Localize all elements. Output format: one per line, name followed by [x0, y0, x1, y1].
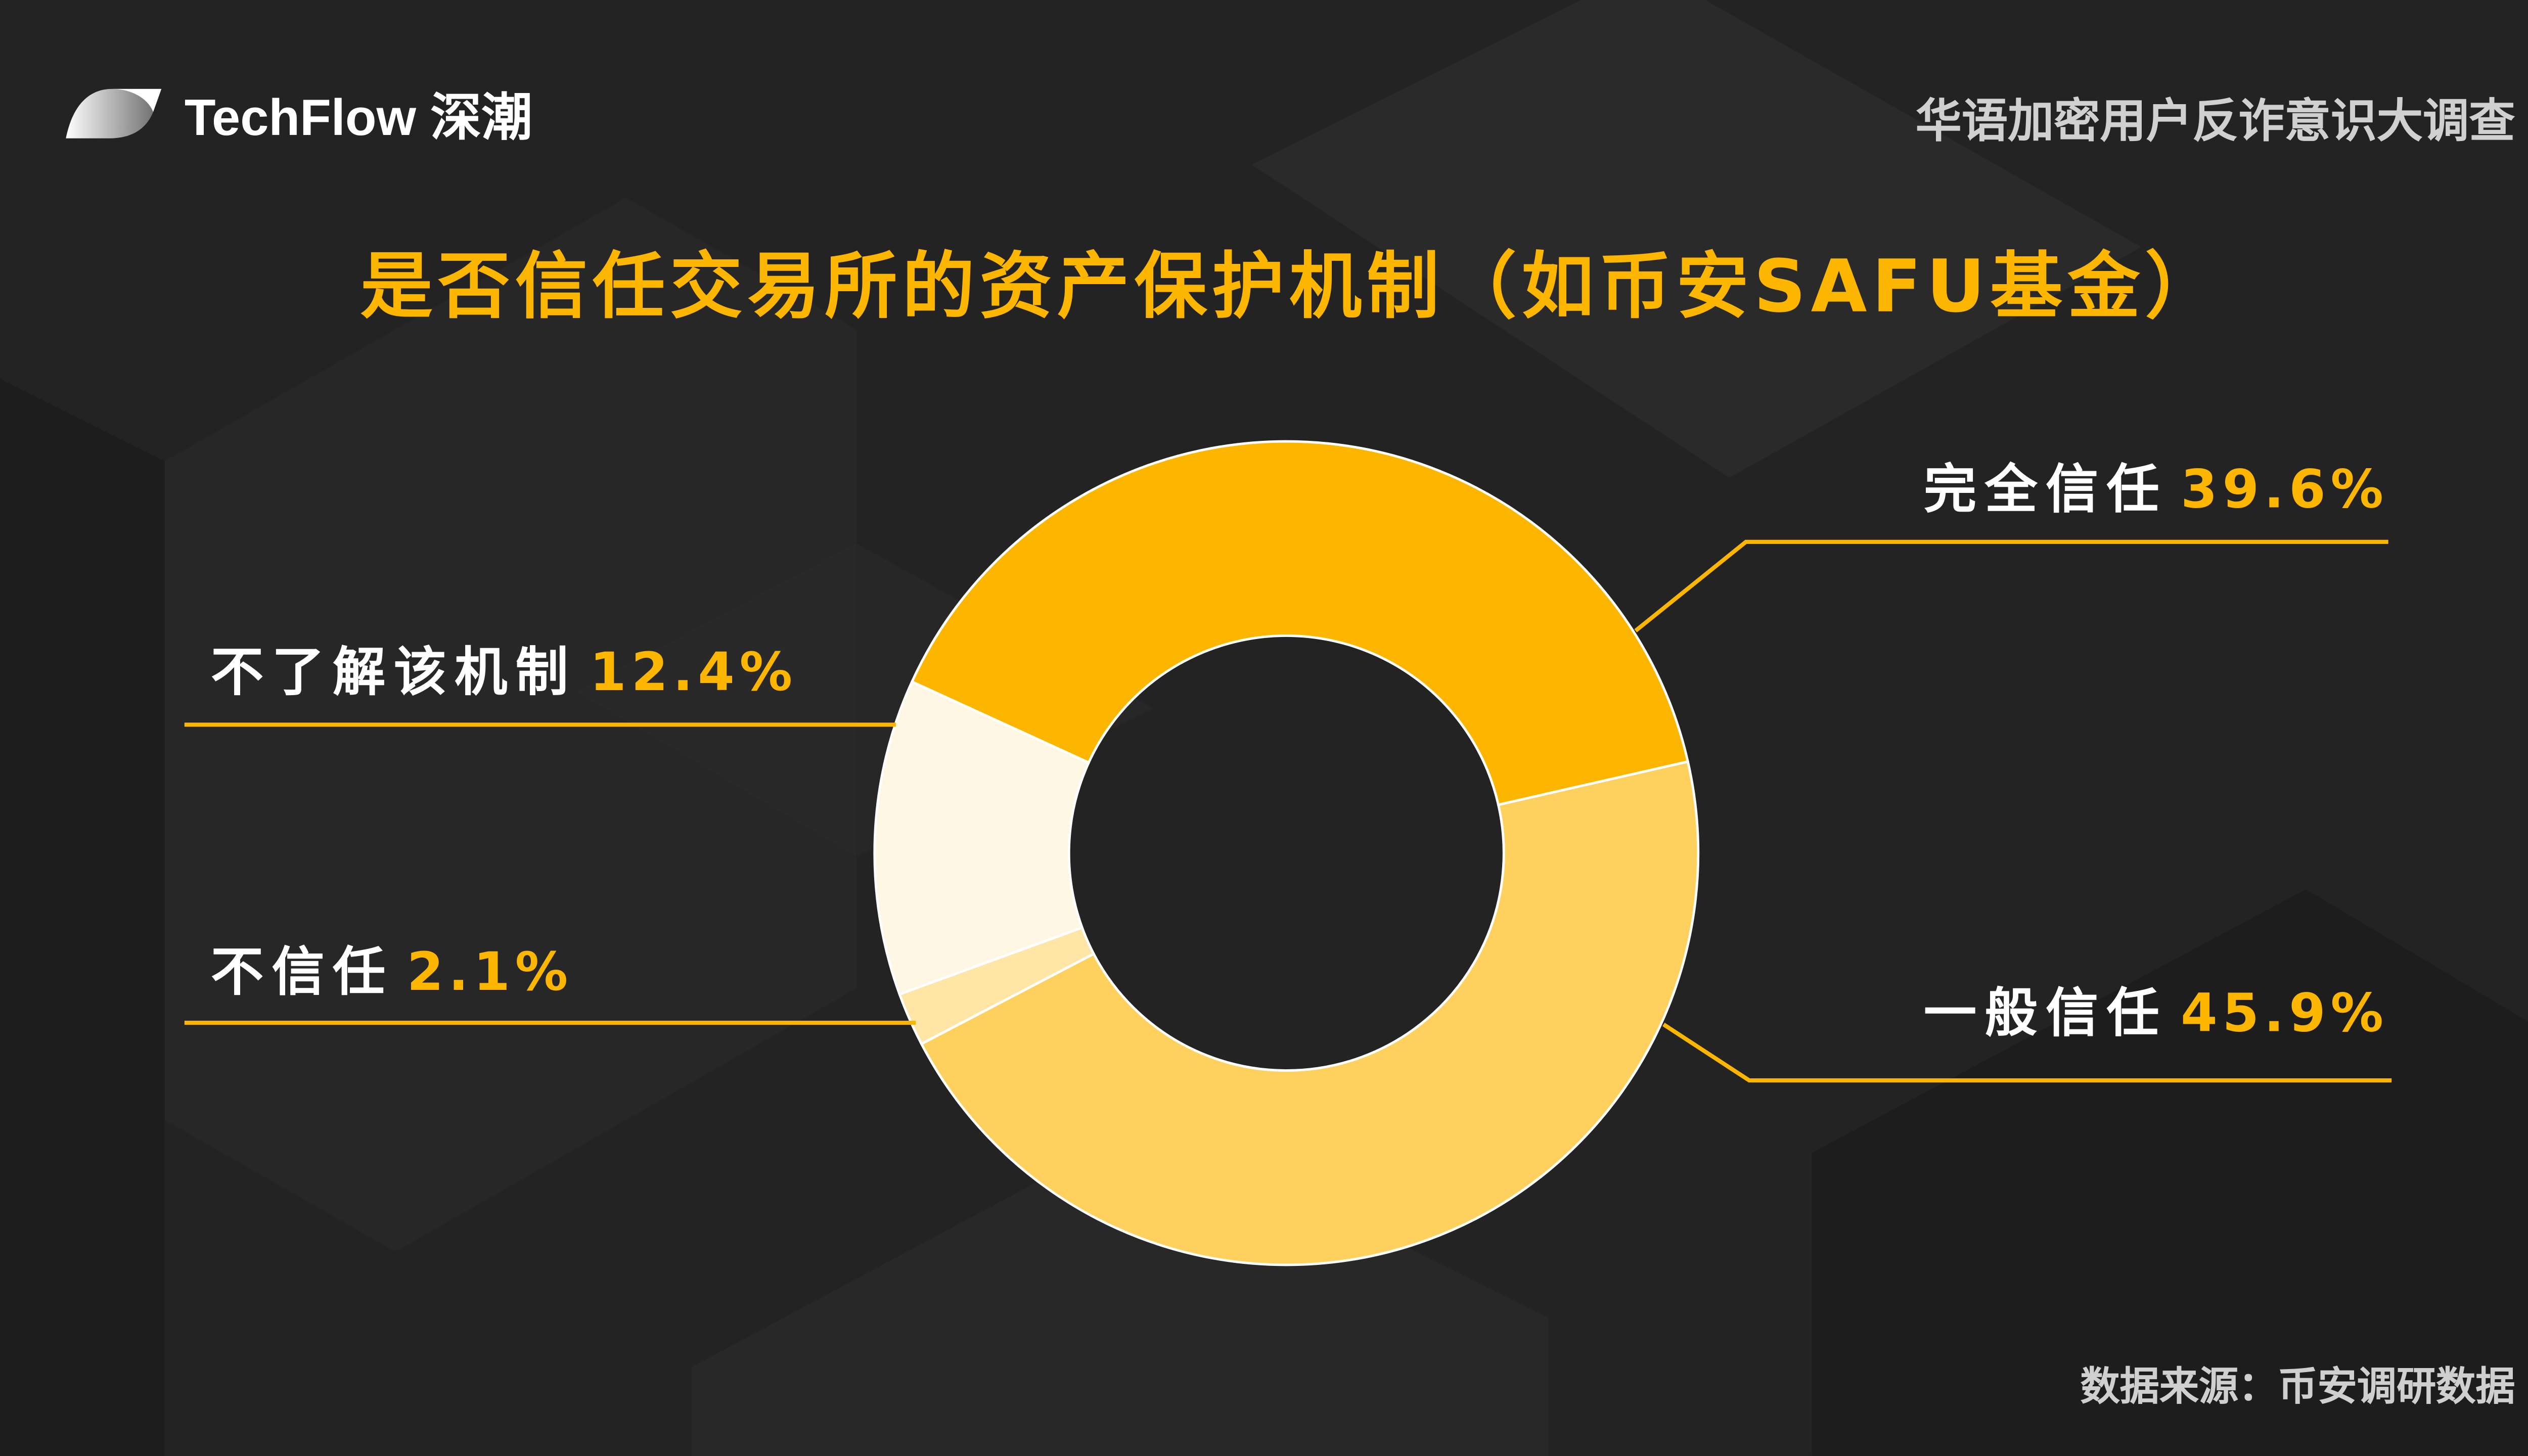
- slice-label-text: 不信任: [210, 940, 394, 1003]
- brand-logo: TechFlow 深潮: [63, 76, 532, 150]
- data-source: 数据来源：币安调研数据: [2080, 1363, 2515, 1410]
- donut-slice-0: [910, 440, 1690, 806]
- slice-label-0: 完全信任 39.6%: [1924, 448, 2388, 524]
- slice-label-1: 一般信任 45.9%: [1924, 972, 2388, 1048]
- data-label: 2.1%: [407, 940, 573, 1003]
- techflow-leaf-icon: [66, 88, 162, 138]
- report-subtitle: 华语加密用户反诈意识大调查: [1915, 94, 2515, 149]
- data-label: 39.6%: [2181, 458, 2388, 521]
- data-label: 12.4%: [590, 641, 797, 704]
- leader-line-1: [1662, 1022, 2392, 1083]
- brand-name: TechFlow 深潮: [184, 88, 533, 147]
- slice-label-text: 完全信任: [1923, 458, 2168, 521]
- leader-line-0: [1634, 539, 2388, 632]
- slice-label-2: 不信任 2.1%: [211, 931, 573, 1007]
- slice-label-text: 不了解该机制: [210, 641, 577, 704]
- slice-label-text: 一般信任: [1923, 981, 2168, 1044]
- slice-label-3: 不了解该机制 12.4%: [211, 631, 797, 707]
- chart-title: 是否信任交易所的资产保护机制（如币安SAFU基金）: [360, 245, 2223, 330]
- data-label: 45.9%: [2181, 981, 2388, 1044]
- donut-slice-1: [920, 760, 1700, 1266]
- donut-slice-3: [873, 680, 1091, 996]
